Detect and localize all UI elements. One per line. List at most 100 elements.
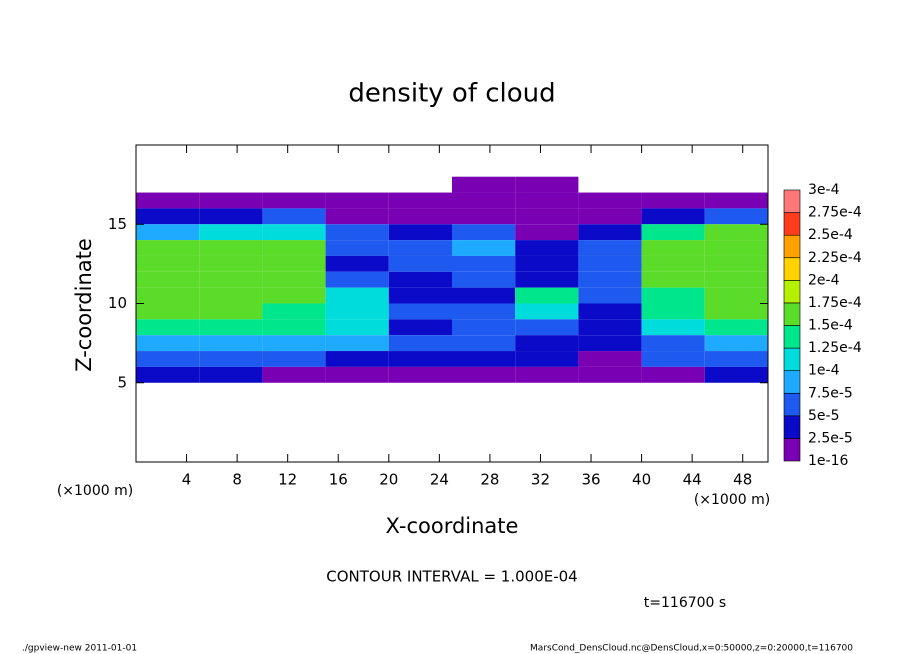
cell — [325, 192, 389, 209]
cell — [325, 366, 389, 383]
cell — [388, 271, 452, 288]
x-tick-label: 28 — [480, 471, 499, 489]
cell — [515, 224, 579, 241]
cell — [452, 335, 516, 352]
cell — [262, 366, 326, 383]
cell — [199, 224, 263, 241]
x-tick-label: 36 — [581, 471, 600, 489]
x-unit: (×1000 m) — [694, 492, 770, 508]
colorbar-label: 2.25e-4 — [808, 250, 862, 266]
colorbar-band — [783, 189, 801, 213]
cell — [262, 351, 326, 367]
cell — [515, 335, 579, 352]
cell — [388, 351, 452, 367]
cell — [325, 208, 389, 225]
cell — [515, 192, 579, 209]
cell — [704, 303, 768, 320]
x-tick-label: 16 — [329, 471, 348, 489]
cell — [641, 240, 705, 256]
cell — [388, 335, 452, 352]
cell — [452, 319, 516, 336]
y-tick-label: 10 — [108, 294, 127, 312]
cell — [578, 319, 642, 336]
x-axis-label: X-coordinate — [386, 514, 519, 538]
colorbar-label: 5e-5 — [808, 408, 839, 424]
colorbar-band — [783, 347, 801, 371]
cell — [515, 287, 579, 304]
cell — [136, 366, 200, 383]
colorbar-label: 1.25e-4 — [808, 340, 862, 356]
cell — [325, 335, 389, 352]
colorbar-band — [783, 212, 801, 236]
cell — [452, 271, 516, 288]
cell — [199, 319, 263, 336]
cell — [641, 366, 705, 383]
cell — [199, 255, 263, 272]
chart-title: density of cloud — [348, 79, 555, 109]
cell — [136, 303, 200, 320]
cell — [515, 255, 579, 272]
cell — [515, 351, 579, 367]
footer-right: MarsCond_DensCloud.nc@DensCloud,x=0:5000… — [530, 644, 853, 654]
colorbar-band — [783, 234, 801, 259]
cell — [199, 335, 263, 352]
colorbar-band — [783, 370, 801, 394]
y-unit: (×1000 m) — [57, 483, 133, 499]
cell — [199, 303, 263, 320]
cell — [641, 255, 705, 272]
colorbar-label: 2.5e-5 — [808, 430, 853, 446]
cell — [388, 255, 452, 272]
cell — [388, 192, 452, 209]
cell — [136, 240, 200, 256]
cell — [578, 240, 642, 256]
cell — [452, 351, 516, 367]
cell — [578, 351, 642, 367]
cell — [704, 319, 768, 336]
cell — [325, 319, 389, 336]
cell — [515, 208, 579, 225]
colorbar-label: 1e-16 — [808, 453, 848, 469]
cell — [704, 240, 768, 256]
cell — [199, 271, 263, 288]
x-tick-label: 12 — [278, 471, 297, 489]
cell — [704, 351, 768, 367]
cell — [325, 303, 389, 320]
cell — [388, 319, 452, 336]
x-tick-label: 4 — [182, 471, 192, 489]
cell — [262, 335, 326, 352]
cell — [262, 303, 326, 320]
cell — [199, 192, 263, 209]
cell — [388, 366, 452, 383]
y-tick-label: 5 — [117, 373, 127, 391]
cell — [641, 271, 705, 288]
colorbar-label: 7.5e-5 — [808, 385, 853, 401]
cell — [262, 319, 326, 336]
cell — [136, 208, 200, 225]
cell — [641, 192, 705, 209]
cell — [388, 287, 452, 304]
cell — [136, 271, 200, 288]
colorbar-band — [783, 325, 801, 349]
x-tick-label: 48 — [733, 471, 752, 489]
cell — [262, 287, 326, 304]
cell — [199, 366, 263, 383]
cell — [199, 208, 263, 225]
cell — [452, 176, 516, 193]
cell — [136, 287, 200, 304]
cell — [199, 287, 263, 304]
cell — [136, 255, 200, 272]
colorbar-label: 2e-4 — [808, 272, 840, 288]
cell — [262, 208, 326, 225]
cell — [136, 351, 200, 367]
cell — [578, 335, 642, 352]
cell — [641, 303, 705, 320]
cell — [452, 208, 516, 225]
cell — [704, 224, 768, 241]
colorbar-label: 2.75e-4 — [808, 205, 862, 221]
y-axis-label: Z-coordinate — [72, 238, 96, 372]
colorbar-label: 1.75e-4 — [808, 295, 862, 311]
cell — [262, 255, 326, 272]
cell — [388, 303, 452, 320]
cell — [641, 319, 705, 336]
